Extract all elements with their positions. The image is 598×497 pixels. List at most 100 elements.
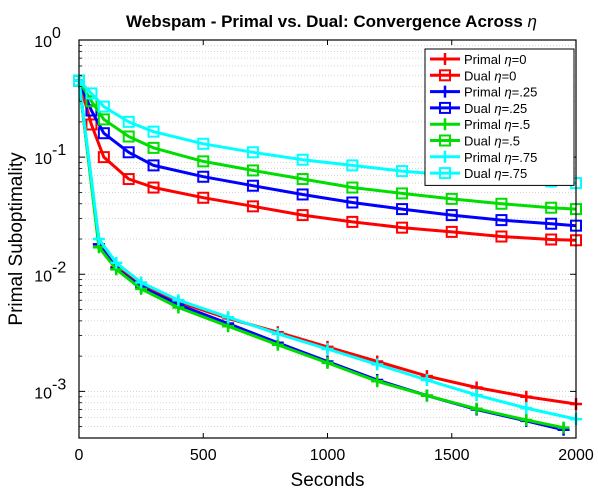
data-point	[85, 87, 98, 100]
data-point	[85, 118, 98, 131]
data-point	[420, 389, 433, 402]
data-point	[147, 159, 160, 172]
legend-swatch-marker	[439, 134, 451, 147]
data-point	[97, 151, 110, 164]
data-point	[346, 181, 359, 194]
data-point	[97, 100, 110, 113]
y-tick-label: 10	[34, 268, 52, 285]
data-point	[495, 214, 508, 227]
data-point	[321, 356, 334, 369]
data-point	[172, 294, 185, 307]
data-point	[110, 256, 123, 269]
legend-entry-label: Dual η=.5	[464, 134, 520, 149]
data-point	[296, 209, 309, 222]
data-point	[197, 137, 210, 150]
y-tick-label: 10	[34, 385, 52, 402]
data-point	[222, 311, 235, 324]
data-point	[246, 200, 259, 213]
data-point	[346, 215, 359, 228]
data-point	[147, 125, 160, 138]
legend-entry-label: Primal η=.25	[464, 85, 537, 100]
data-point	[520, 390, 533, 403]
data-point	[470, 389, 483, 402]
legend-swatch-marker	[439, 85, 451, 98]
data-point	[296, 173, 309, 186]
data-point	[246, 164, 259, 177]
x-tick-label: 500	[190, 447, 217, 464]
data-point	[122, 173, 135, 186]
data-point	[197, 191, 210, 204]
x-axis-label: Seconds	[291, 470, 365, 491]
y-tick-exponent: -2	[52, 259, 66, 276]
data-point	[197, 170, 210, 183]
data-point	[495, 230, 508, 243]
data-point	[296, 153, 309, 166]
y-tick-exponent: -3	[52, 376, 66, 393]
data-point	[445, 192, 458, 205]
data-point	[97, 113, 110, 126]
data-point	[135, 276, 148, 289]
legend-entry-label: Primal η=.5	[464, 117, 530, 132]
data-point	[296, 188, 309, 201]
data-point	[396, 203, 409, 216]
legend-entry-label: Primal η=0	[464, 52, 527, 67]
data-point	[557, 421, 570, 434]
series-dual-5	[73, 74, 582, 216]
data-point	[420, 374, 433, 387]
data-point	[97, 127, 110, 140]
data-point	[122, 115, 135, 128]
y-tick-label: 10	[34, 151, 52, 168]
data-point	[271, 327, 284, 340]
legend-entry-label: Dual η=0	[464, 68, 516, 83]
data-point	[470, 402, 483, 415]
legend-entry-label: Dual η=.75	[464, 166, 527, 181]
x-tick-label: 1000	[310, 447, 346, 464]
x-tick-label: 1500	[434, 447, 470, 464]
data-point	[122, 130, 135, 143]
data-point	[396, 187, 409, 200]
legend-entry-label: Primal η=.75	[464, 150, 537, 165]
legend-swatch-marker	[439, 53, 451, 65]
legend-swatch-marker	[439, 69, 451, 82]
y-tick-label: 10	[34, 34, 52, 51]
data-point	[520, 402, 533, 415]
y-tick-exponent: 0	[52, 25, 61, 42]
data-point	[371, 375, 384, 388]
data-point	[545, 201, 558, 214]
series-primal-6	[73, 74, 582, 426]
data-point	[396, 165, 409, 178]
legend-swatch-marker	[439, 118, 451, 131]
data-point	[445, 225, 458, 238]
data-point	[396, 221, 409, 234]
y-axis-label: Primal Suboptimality	[6, 152, 27, 326]
chart-title: Webspam - Primal vs. Dual: Convergence A…	[126, 12, 537, 31]
legend-entry-label: Dual η=.25	[464, 101, 527, 116]
data-point	[197, 155, 210, 168]
data-point	[346, 159, 359, 172]
data-point	[520, 413, 533, 426]
data-point	[122, 146, 135, 159]
data-point	[371, 358, 384, 371]
data-point	[495, 197, 508, 210]
data-point	[147, 181, 160, 194]
data-point	[445, 209, 458, 222]
data-point	[271, 338, 284, 351]
x-tick-label: 2000	[558, 447, 594, 464]
data-point	[545, 233, 558, 246]
x-tick-label: 0	[75, 447, 84, 464]
series-dual-3	[73, 74, 582, 232]
series-layer	[73, 74, 582, 436]
data-point	[85, 95, 98, 108]
data-point	[321, 343, 334, 356]
legend-swatch-marker	[439, 150, 451, 163]
data-point	[246, 146, 259, 159]
data-point	[545, 217, 558, 230]
legend-swatch-marker	[439, 167, 451, 180]
legend-swatch-marker	[439, 101, 451, 114]
data-point	[92, 233, 105, 245]
y-tick-exponent: -1	[52, 142, 66, 159]
data-point	[246, 179, 259, 192]
